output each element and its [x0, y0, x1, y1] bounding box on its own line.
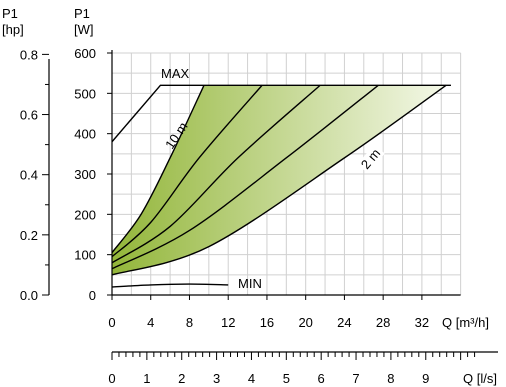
y-tick-label-watts: 0 [89, 288, 96, 303]
axes [42, 50, 498, 360]
hp-axis-title-line2: [hp] [2, 22, 24, 37]
y-tick-label-watts: 400 [74, 127, 96, 142]
hp-axis-title-line1: P1 [2, 6, 18, 21]
head-curve [111, 84, 321, 264]
x-tick-label-m3h: 32 [415, 315, 429, 330]
operating-area-fill [112, 85, 447, 275]
x-axis-title-m3h: Q [m³/h] [442, 315, 489, 330]
x-tick-label-ls: 8 [387, 371, 394, 386]
y-tick-label-watts: 300 [74, 167, 96, 182]
y-tick-label-hp: 0.2 [20, 228, 38, 243]
y-tick-label-watts: 600 [74, 46, 96, 61]
x-tick-label-m3h: 28 [376, 315, 390, 330]
two-m-curve-label: 2 m [357, 144, 385, 174]
y-tick-label-hp: 0.4 [20, 168, 38, 183]
head-curve [111, 84, 447, 276]
x-tick-label-ls: 9 [422, 371, 429, 386]
x-tick-label-m3h: 8 [186, 315, 193, 330]
head-curve [111, 84, 263, 258]
x-tick-label-m3h: 12 [221, 315, 235, 330]
y-tick-label-watts: 200 [74, 207, 96, 222]
x-tick-label-ls: 3 [213, 371, 220, 386]
x-tick-label-ls: 1 [143, 371, 150, 386]
y-tick-label-hp: 0.0 [20, 288, 38, 303]
x-tick-label-ls: 2 [178, 371, 185, 386]
x-tick-label-ls: 0 [108, 371, 115, 386]
head-curve [111, 84, 379, 270]
y-tick-label-watts: 100 [74, 248, 96, 263]
x-tick-label-ls: 5 [283, 371, 290, 386]
x-tick-label-ls: 7 [352, 371, 359, 386]
x-tick-label-m3h: 24 [337, 315, 351, 330]
x-tick-label-m3h: 20 [298, 315, 312, 330]
x-tick-label-m3h: 0 [108, 315, 115, 330]
min-curve [111, 283, 229, 288]
w-axis-title-line1: P1 [74, 6, 90, 21]
y-tick-label-hp: 0.8 [20, 47, 38, 62]
y-tick-label-hp: 0.6 [20, 108, 38, 123]
head-curve [111, 84, 205, 254]
max-curve-label: MAX [161, 66, 190, 81]
x-tick-label-ls: 6 [318, 371, 325, 386]
curves [111, 84, 451, 288]
x-tick-label-m3h: 4 [147, 315, 154, 330]
x-tick-label-ls: 4 [248, 371, 255, 386]
x-tick-label-m3h: 16 [260, 315, 274, 330]
w-axis-title-line2: [W] [74, 22, 94, 37]
min-curve-label: MIN [238, 276, 262, 291]
y-tick-label-watts: 500 [74, 86, 96, 101]
max-curve [111, 84, 451, 143]
x-axis-title-ls: Q [l/s] [463, 371, 497, 386]
